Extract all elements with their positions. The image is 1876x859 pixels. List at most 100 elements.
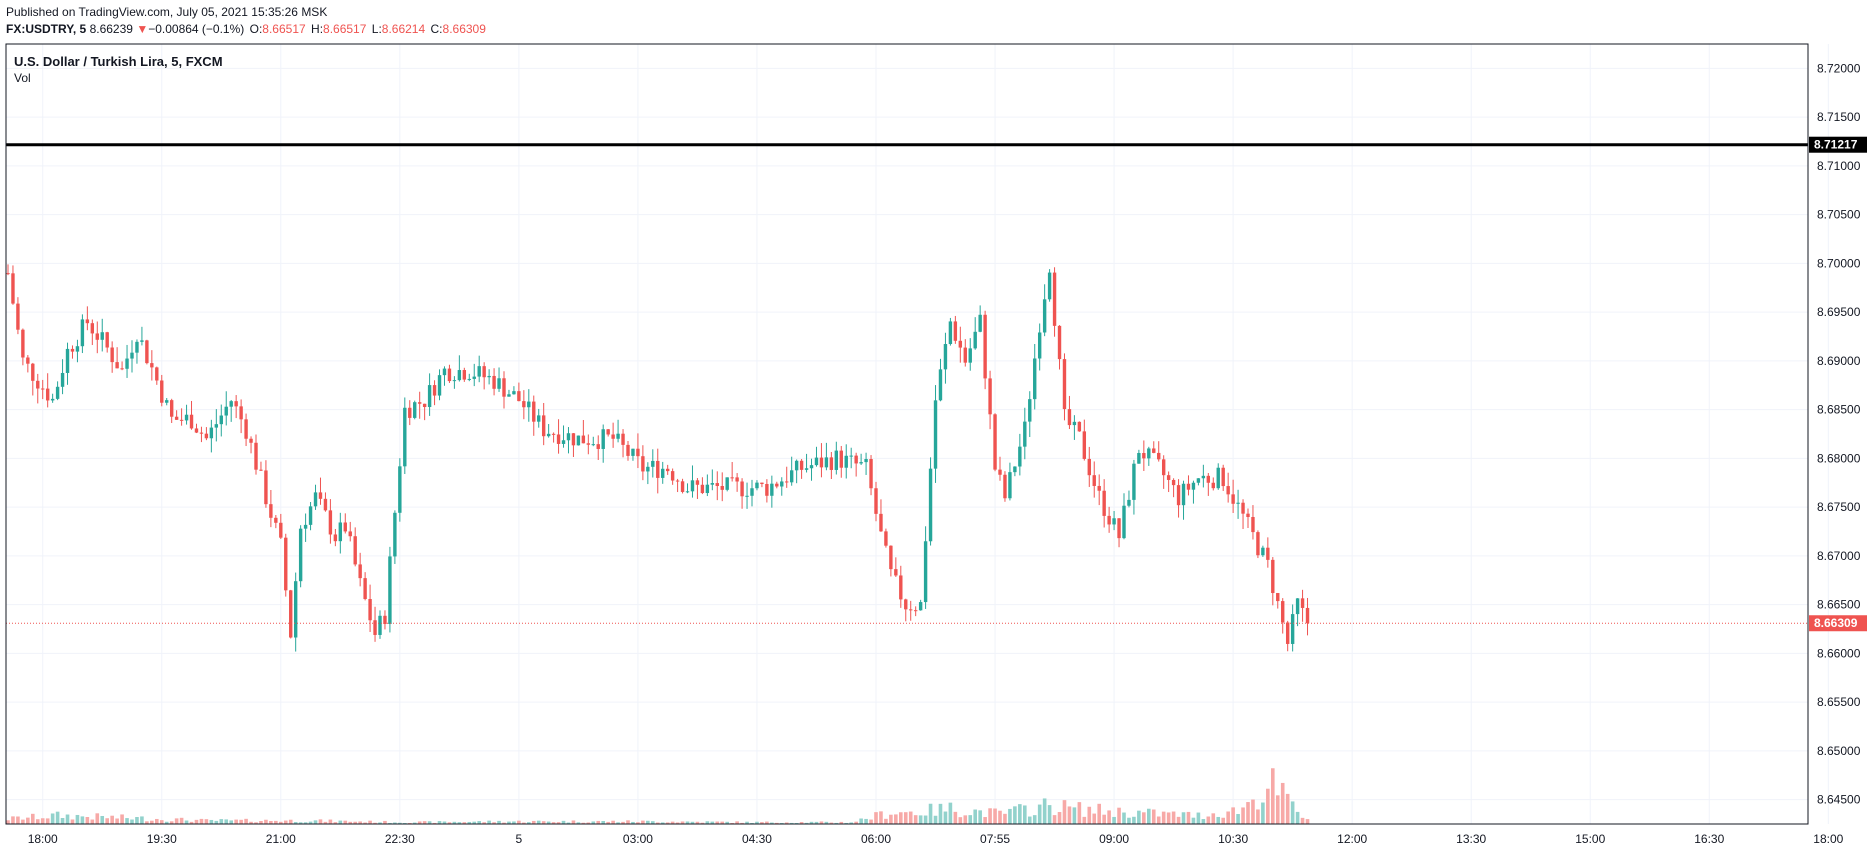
y-tick-label: 8.65500 <box>1817 695 1861 709</box>
candle-body <box>1057 325 1062 360</box>
down-arrow-icon: ▼ <box>136 22 149 36</box>
volume-bar <box>70 819 75 824</box>
candle-body <box>690 480 695 492</box>
candle-body <box>909 609 913 611</box>
volume-bar <box>725 821 729 824</box>
candle-body <box>165 400 169 403</box>
volume-bar <box>417 821 422 824</box>
candle-body <box>502 378 506 397</box>
volume-bar <box>65 814 70 824</box>
candle-body <box>95 333 99 340</box>
candle-body <box>571 433 576 446</box>
candle-body <box>522 401 526 408</box>
volume-bar <box>477 821 481 824</box>
volume-bar <box>660 822 665 824</box>
volume-bar <box>839 821 844 824</box>
volume-bar <box>462 822 467 824</box>
volume-bar <box>770 822 774 824</box>
candle-body <box>26 357 30 364</box>
candle-body <box>363 578 367 600</box>
volume-bar <box>1290 801 1295 824</box>
volume-bar <box>913 815 918 824</box>
volume-bar <box>903 812 908 824</box>
volume-bar <box>765 821 769 824</box>
x-tick-label: 12:00 <box>1337 832 1367 846</box>
candle-body <box>725 477 729 490</box>
volume-bar <box>581 822 586 824</box>
candle-body <box>973 331 977 349</box>
volume-bar <box>775 822 779 824</box>
candle-body <box>492 375 496 389</box>
volume-bar <box>665 822 670 824</box>
volume-bar <box>968 815 973 824</box>
volume-bar <box>11 816 15 824</box>
level-price-label: 8.71217 <box>1814 138 1858 152</box>
volume-bar <box>1082 816 1087 824</box>
volume-bar <box>234 819 238 824</box>
candle-body <box>1161 459 1166 476</box>
volume-legend-label: Vol <box>14 71 31 85</box>
volume-bar <box>1246 802 1250 824</box>
volume-bar <box>169 821 174 824</box>
candle-body <box>11 273 15 304</box>
candle-body <box>1102 490 1106 516</box>
volume-bar <box>159 820 164 824</box>
y-tick-label: 8.71500 <box>1817 110 1861 124</box>
candle-body <box>1231 494 1235 504</box>
candle-body <box>665 468 670 472</box>
candle-body <box>730 477 734 479</box>
volume-bar <box>45 818 50 824</box>
candle-body <box>616 433 620 439</box>
volume-bar <box>1117 807 1121 824</box>
volume-bar <box>16 816 20 824</box>
volume-bar <box>120 814 124 824</box>
candle-body <box>1127 499 1131 506</box>
candle-body <box>700 484 705 494</box>
last-price-label: 8.66309 <box>1814 616 1858 630</box>
candle-body <box>274 517 278 523</box>
candle-body <box>338 522 343 542</box>
volume-bar <box>933 815 938 824</box>
volume-bar <box>1097 803 1101 824</box>
volume-bar <box>110 815 114 824</box>
candle-body <box>224 406 228 416</box>
candle-body <box>343 522 347 532</box>
chart-header: Published on TradingView.com, July 05, 2… <box>6 4 486 38</box>
volume-bar <box>303 822 308 824</box>
x-tick-label: 18:00 <box>1813 832 1843 846</box>
candle-body <box>864 459 868 463</box>
volume-bar <box>908 811 913 824</box>
volume-bar <box>21 819 25 824</box>
candle-body <box>90 323 95 334</box>
candle-body <box>755 482 759 489</box>
volume-bar <box>174 818 179 824</box>
volume-bar <box>923 815 928 824</box>
volume-bar <box>1137 810 1141 824</box>
volume-bar <box>859 818 863 824</box>
candle-body <box>1033 358 1037 400</box>
volume-bar <box>412 822 417 824</box>
y-tick-label: 8.70500 <box>1817 208 1861 222</box>
volume-bar <box>492 822 496 824</box>
candle-body <box>1305 607 1310 624</box>
candle-body <box>1147 448 1151 459</box>
volume-bar <box>1221 817 1225 824</box>
volume-bar <box>899 812 903 824</box>
volume-bar <box>522 822 526 824</box>
candle-body <box>45 388 50 401</box>
volume-bar <box>75 814 80 824</box>
candle-body <box>770 483 774 496</box>
volume-bar <box>993 808 997 824</box>
volume-bar <box>1251 799 1255 824</box>
candle-body <box>179 419 184 421</box>
candle-body <box>775 483 779 487</box>
candle-body <box>378 615 382 635</box>
candle-body <box>938 369 943 401</box>
candle-body <box>219 415 223 425</box>
volume-bar <box>685 821 690 824</box>
candle-body <box>189 414 194 429</box>
volume-bar <box>393 822 397 824</box>
volume-bar <box>536 820 541 824</box>
candle-body <box>209 427 214 439</box>
